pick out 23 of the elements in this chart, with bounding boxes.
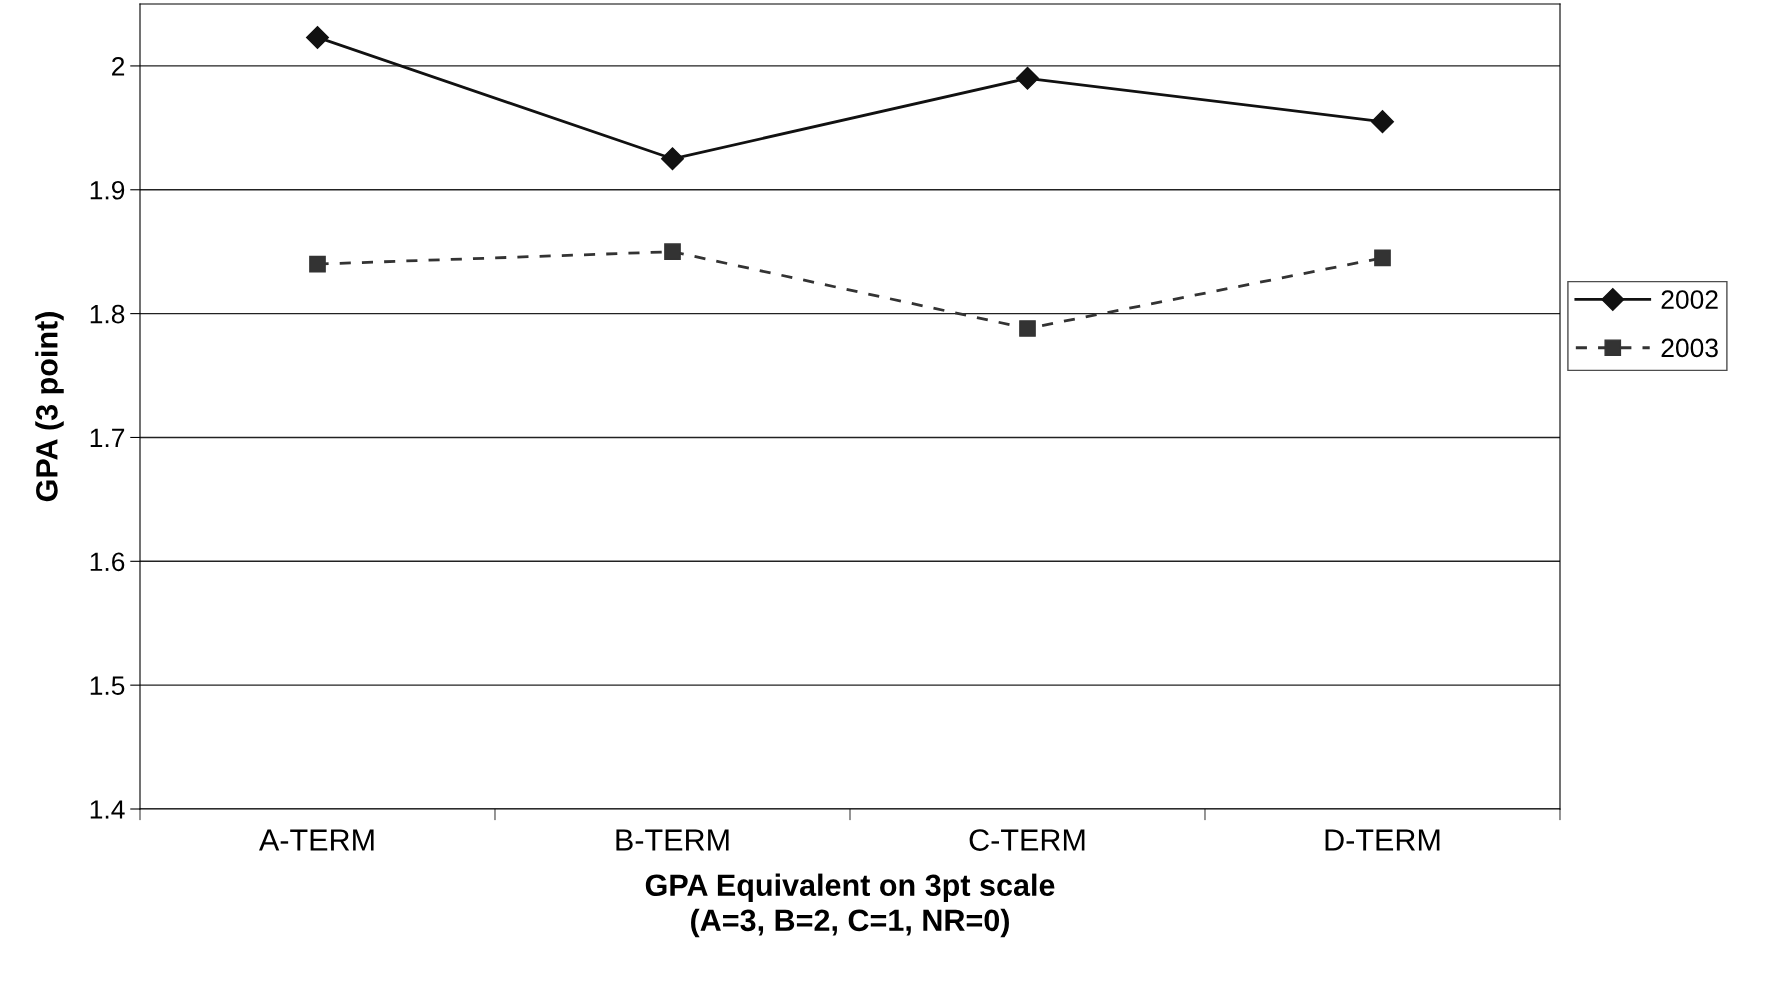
point xyxy=(309,255,326,273)
y-tick-label: 1.4 xyxy=(90,800,125,819)
legend-label: 2003 xyxy=(1661,338,1718,358)
x-axis-title: GPA Equivalent on 3pt scale (A=3, B=2, C=1, NR=0) xyxy=(645,873,1055,938)
y-tick-label: 1.8 xyxy=(90,304,125,324)
x-tick-label: C-TERM xyxy=(969,829,1085,851)
point xyxy=(1019,320,1036,337)
x-tick-label: A-TERM xyxy=(259,829,374,851)
x-tick-label: B-TERM xyxy=(616,829,729,851)
point xyxy=(664,243,681,261)
x-tick-label: D-TERM xyxy=(1325,829,1440,851)
point xyxy=(661,147,684,171)
y-axis-title: GPA (3 point) xyxy=(35,312,64,502)
point xyxy=(1371,110,1394,134)
y-tick-label: 1.7 xyxy=(90,428,125,448)
point xyxy=(306,25,329,49)
y-tick-label: 1.5 xyxy=(90,676,125,695)
point xyxy=(1374,249,1391,267)
y-tick-label: 1.9 xyxy=(90,180,125,200)
y-tick-label: 2 xyxy=(112,57,125,76)
y-tick-label: 1.6 xyxy=(90,552,125,572)
legend-label: 2002 xyxy=(1661,290,1718,309)
point xyxy=(1016,66,1039,90)
